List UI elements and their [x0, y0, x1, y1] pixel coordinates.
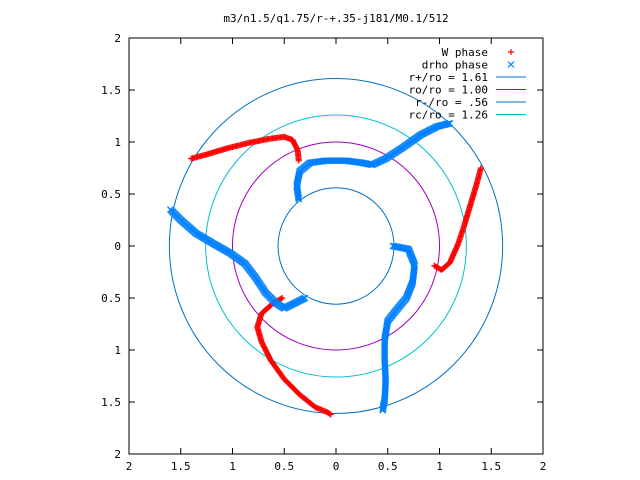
y-tick-label: 0.5 — [101, 292, 121, 305]
legend-marker — [507, 61, 515, 68]
x-tick-label: 1 — [436, 460, 443, 473]
data-layer — [166, 78, 504, 418]
legend-label: W phase — [442, 46, 488, 59]
x-tick-label: 1.5 — [481, 460, 501, 473]
y-tick-label: 1 — [114, 136, 121, 149]
data-point — [379, 405, 387, 413]
data-point — [431, 262, 438, 269]
data-point — [295, 157, 302, 164]
legend-label: r+/ro = 1.61 — [409, 71, 488, 84]
x-tick-label: 1.5 — [171, 460, 191, 473]
x-tick-label: 2 — [540, 460, 547, 473]
data-point — [446, 119, 454, 127]
data-point — [327, 411, 334, 418]
data-point — [326, 410, 333, 417]
radius-circle-3 — [232, 141, 440, 351]
data-point — [445, 120, 453, 128]
legend-marker — [508, 49, 514, 55]
x-tick-label: 0.5 — [274, 460, 294, 473]
y-tick-label: 0 — [114, 240, 121, 253]
data-point — [432, 263, 439, 270]
data-point — [379, 404, 387, 412]
chart-title: m3/n1.5/q1.75/r-+.35-j181/M0.1/512 — [223, 12, 448, 25]
y-tick-label: 2 — [114, 448, 121, 461]
legend-label: rc/ro = 1.26 — [409, 109, 488, 122]
x-tick-label: 2 — [126, 460, 133, 473]
x-tick-label: 0.5 — [378, 460, 398, 473]
data-point — [301, 294, 309, 302]
series-1 — [166, 119, 454, 414]
x-tick-label: 1 — [229, 460, 236, 473]
radius-circle-5 — [205, 114, 467, 378]
y-tick-label: 1.5 — [101, 84, 121, 97]
legend-label: ro/ro = 1.00 — [409, 84, 488, 97]
legend-label: drho phase — [422, 59, 488, 72]
radius-circle-2 — [168, 78, 504, 414]
data-point — [443, 120, 451, 128]
legend-label: r-/ro = .56 — [415, 96, 488, 109]
y-tick-label: 1.5 — [101, 396, 121, 409]
y-tick-label: 1 — [114, 344, 121, 357]
x-tick-label: 0 — [333, 460, 340, 473]
data-point — [379, 406, 386, 414]
y-tick-label: 2 — [114, 32, 121, 45]
y-tick-label: 0.5 — [101, 188, 121, 201]
series-0 — [188, 133, 484, 418]
axis-layer: 2 1.5 1 0.5 0 0.5 1 1.5 221.510.500.511.52 — [101, 32, 546, 473]
